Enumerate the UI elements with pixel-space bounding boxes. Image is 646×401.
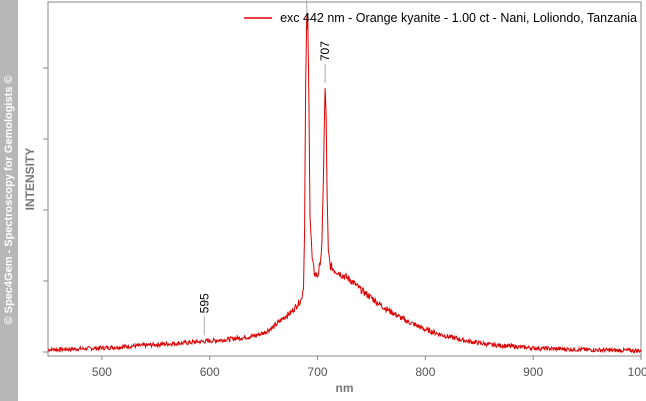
series-line xyxy=(47,13,642,354)
x-tick-label: 1000 xyxy=(628,365,646,379)
annotation-label: 595 xyxy=(197,293,211,313)
plot-area xyxy=(47,1,642,357)
x-tick-label: 600 xyxy=(200,365,220,379)
annotation-layer: 595690707 xyxy=(197,0,332,336)
x-tick-label: 700 xyxy=(308,365,328,379)
x-axis-ticks: 500 600 700 800 900 1000 xyxy=(92,356,646,379)
watermark-sidebar: © Spec4Gem - Spectroscopy for Gemologist… xyxy=(0,0,18,401)
x-axis-title: nm xyxy=(336,381,354,395)
y-axis-ticks xyxy=(43,67,48,353)
series-layer xyxy=(47,13,642,354)
legend-label: exc 442 nm - Orange kyanite - 1.00 ct - … xyxy=(280,11,637,25)
legend: exc 442 nm - Orange kyanite - 1.00 ct - … xyxy=(244,11,637,25)
x-tick-label: 500 xyxy=(92,365,112,379)
x-tick-label: 800 xyxy=(415,365,435,379)
x-tick-label: 900 xyxy=(523,365,543,379)
annotation-label: 707 xyxy=(318,41,332,61)
y-axis-title: INTENSITY xyxy=(23,148,37,211)
